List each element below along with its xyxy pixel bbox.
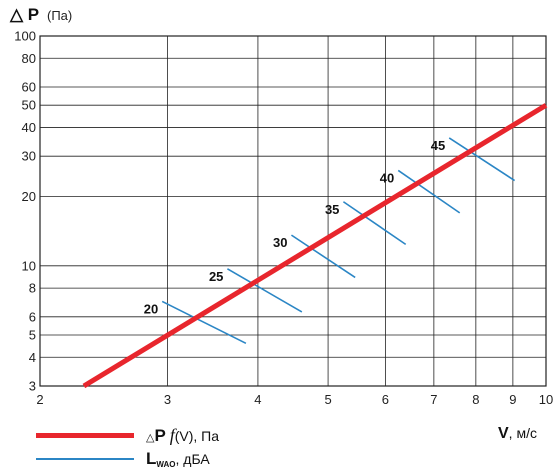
y-tick-label: 80 [22,51,36,66]
noise-level-lines [161,137,516,345]
x-tick-label: 10 [539,392,553,407]
noise-level-line [448,137,516,182]
legend-swatch-pressure [36,432,134,438]
legend-pressure-func: f [169,424,175,445]
y-tick-label: 40 [22,120,36,135]
legend-pressure-arg: (V), Па [174,427,220,444]
noise-level-label: 30 [273,235,287,250]
noise-level-label: 25 [209,269,223,284]
x-tick-label: 6 [382,392,389,407]
noise-level-label: 35 [325,202,339,217]
noise-level-line [290,234,356,279]
x-tick-labels: 2 3 4 5 6 7 8 9 10 [36,392,553,407]
legend-label-pressure: △P f(V), Па [146,425,219,446]
y-tick-label: 4 [29,350,36,365]
y-tick-label: 100 [14,29,36,44]
x-tick-label: 8 [472,392,479,407]
y-tick-label: 5 [29,328,36,343]
noise-level-line [227,268,303,313]
y-tick-label: 10 [22,258,36,273]
y-axis-title: △ P (Па) [9,5,72,24]
y-tick-label: 20 [22,189,36,204]
y-axis-unit: (Па) [47,8,72,23]
legend-noise-sub: WAO [156,460,176,469]
x-axis-symbol: V [498,425,509,442]
x-tick-label: 9 [509,392,516,407]
legend-swatch-noise [36,458,134,460]
y-tick-label: 6 [29,309,36,324]
legend-entry-noise: LWAO, дБА [36,448,336,470]
y-tick-label: 8 [29,281,36,296]
noise-level-line [161,300,247,345]
y-axis-symbol: △ P [9,5,39,24]
x-axis-unit: , м/с [508,425,537,441]
legend-entry-pressure: △P f(V), Па [36,424,336,446]
y-tick-label: 30 [22,149,36,164]
noise-level-label: 40 [380,170,394,185]
x-tick-label: 7 [430,392,437,407]
noise-level-line [342,201,407,246]
y-tick-label: 60 [22,79,36,94]
y-tick-label: 50 [22,98,36,113]
series-lines [82,103,548,389]
legend-noise-symbol: L [146,449,157,468]
y-tick-label: 3 [29,379,36,394]
x-tick-label: 3 [164,392,171,407]
legend-noise-rest: , дБА [175,451,210,467]
x-axis-title: V, м/с [498,425,537,443]
y-tick-labels: 3 4 5 6 8 10 20 30 40 50 60 80 100 [14,29,36,394]
plot-frame [39,35,547,387]
x-tick-label: 2 [36,392,43,407]
legend-pressure-symbol: P [154,425,166,445]
delta-icon: △ [146,431,155,444]
series-line-pressure [82,103,548,389]
noise-level-line [397,169,461,214]
grid [39,35,547,387]
noise-level-label: 20 [144,301,158,316]
noise-level-labels: 20 25 30 35 40 45 [144,138,445,316]
x-tick-label: 4 [254,392,261,407]
x-tick-label: 5 [324,392,331,407]
noise-level-label: 45 [431,138,445,153]
legend-label-noise: LWAO, дБА [146,449,210,469]
